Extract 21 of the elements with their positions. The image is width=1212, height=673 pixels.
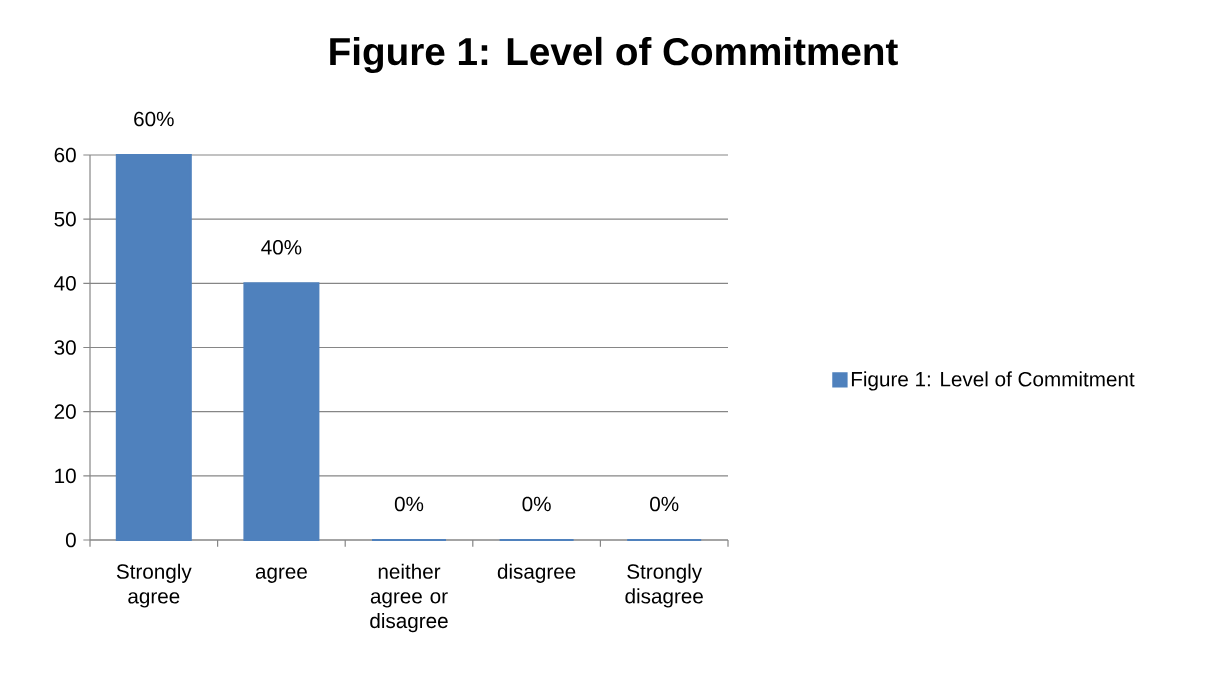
- y-tick-label: 50: [54, 211, 76, 227]
- bar: [243, 282, 320, 541]
- legend-label: Figure 1: Level of Commitment: [851, 371, 1135, 391]
- x-tick-label: Strongly disagree: [625, 563, 703, 608]
- x-tick-label: agree: [255, 567, 307, 583]
- data-label: 0%: [394, 496, 424, 512]
- y-tick-label: 20: [54, 404, 76, 419]
- y-tick-label: 10: [55, 468, 76, 484]
- y-tick-label: 0: [65, 532, 76, 548]
- bar: [115, 153, 192, 541]
- data-label: 0%: [650, 496, 679, 512]
- x-tick-label: neither agree or disagree: [370, 563, 448, 633]
- y-tick-label: 30: [54, 340, 76, 355]
- data-label: 60%: [134, 111, 174, 127]
- y-tick-label: 60: [54, 147, 76, 163]
- x-tick-label: Strongly agree: [116, 563, 192, 608]
- x-tick-label: disagree: [497, 563, 576, 583]
- data-label: 0%: [522, 496, 551, 512]
- chart-title: Figure 1: Level of Commitment: [330, 36, 898, 74]
- y-tick-label: 40: [54, 276, 76, 291]
- data-label: 40%: [261, 239, 302, 255]
